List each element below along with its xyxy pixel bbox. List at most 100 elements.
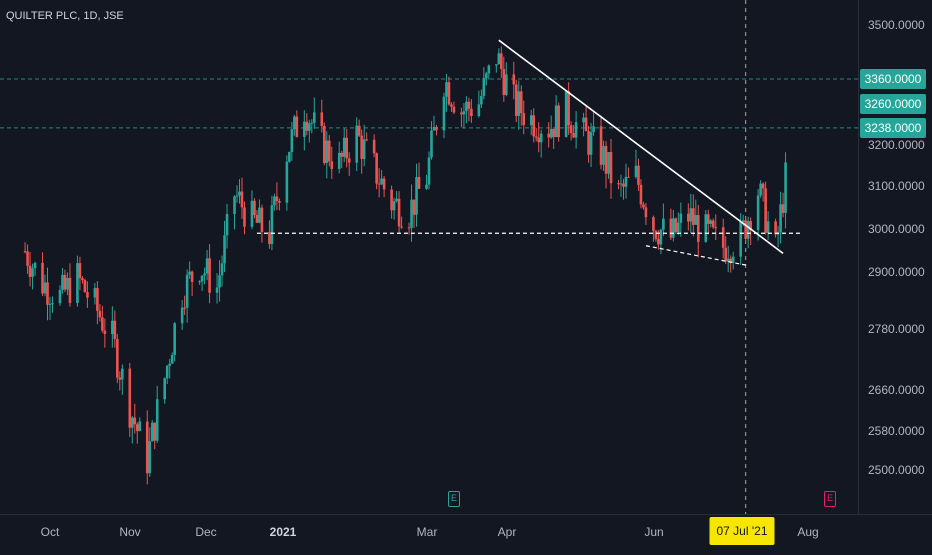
- y-tick-label: 3100.0000: [868, 179, 925, 193]
- candle-body: [205, 258, 209, 274]
- candle-body: [233, 196, 236, 214]
- candle-body: [654, 230, 658, 240]
- candle-body: [480, 96, 483, 105]
- candle-body: [275, 196, 279, 202]
- candle-body: [238, 191, 241, 196]
- candle-body: [111, 320, 114, 334]
- candle-body: [188, 271, 191, 275]
- candle-body: [268, 232, 271, 244]
- candle-body: [128, 368, 132, 428]
- candle-body: [96, 288, 99, 311]
- candle-body: [310, 122, 314, 124]
- candle-body: [215, 287, 219, 293]
- earnings-past-icon[interactable]: E: [448, 491, 460, 507]
- candle-body: [470, 108, 473, 116]
- candle-body: [430, 130, 433, 158]
- candle-body: [190, 271, 194, 282]
- candle-body: [417, 177, 421, 189]
- symbol-title: QUILTER PLC, 1D, JSE: [6, 10, 124, 22]
- candle-body: [163, 378, 166, 400]
- candle-body: [500, 53, 503, 70]
- candle-body: [714, 227, 718, 229]
- candle-body: [41, 262, 44, 294]
- candle-body: [427, 157, 431, 185]
- x-tick-label: Mar: [416, 525, 438, 539]
- candle-body: [397, 198, 401, 227]
- candle-body: [327, 140, 331, 162]
- candle-body: [634, 165, 638, 177]
- candle-body: [382, 178, 386, 190]
- candle-body: [482, 78, 486, 97]
- candle-body: [584, 117, 588, 132]
- candle-body: [619, 183, 623, 185]
- candle-body: [704, 214, 708, 242]
- candle-body: [547, 133, 550, 138]
- candle-body: [627, 176, 630, 178]
- x-tick-label: 2021: [269, 525, 297, 539]
- candle-body: [462, 111, 466, 115]
- candle-body: [442, 96, 446, 131]
- x-tick-label: Aug: [797, 525, 819, 539]
- y-tick-label: 2780.0000: [868, 322, 925, 336]
- candle-body: [23, 251, 27, 253]
- candle-body: [674, 218, 678, 233]
- candle-body: [273, 196, 276, 206]
- candle-body: [165, 365, 169, 379]
- candle-body: [168, 363, 171, 366]
- candle-body: [148, 441, 152, 474]
- candle-body: [519, 91, 523, 114]
- candle-body: [425, 184, 428, 189]
- candle-body: [26, 251, 29, 266]
- candle-body: [485, 73, 488, 79]
- candle-body: [362, 139, 366, 159]
- candle-body: [495, 64, 498, 66]
- candle-body: [569, 125, 573, 133]
- candle-body: [739, 221, 742, 257]
- candle-body: [435, 126, 438, 131]
- candle-body: [741, 220, 745, 222]
- candle-body: [48, 303, 52, 305]
- candle-body: [250, 200, 254, 227]
- candle-body: [624, 176, 628, 187]
- candle-body: [46, 282, 49, 305]
- candle-body: [66, 277, 69, 290]
- candle-body: [534, 136, 538, 138]
- candle-body: [694, 215, 698, 225]
- candle-body: [198, 281, 201, 283]
- candle-body: [662, 218, 665, 230]
- candle-body: [781, 204, 785, 213]
- candle-body: [504, 74, 508, 95]
- candle-body: [200, 275, 204, 282]
- candle-body: [235, 195, 239, 197]
- candle-body: [554, 105, 558, 138]
- y-tick-label: 2660.0000: [868, 383, 925, 397]
- candle-body: [724, 247, 728, 262]
- candle-body: [502, 69, 506, 95]
- earnings-upcoming-icon[interactable]: E: [824, 491, 836, 507]
- candle-body: [372, 139, 376, 154]
- y-tick-label: 3500.0000: [868, 18, 925, 32]
- candle-body: [564, 91, 568, 138]
- candle-body: [58, 289, 62, 304]
- candle-body: [687, 213, 690, 222]
- candle-body: [395, 198, 398, 202]
- price-label-3238: 3238.0000: [860, 118, 926, 138]
- candle-body: [731, 256, 735, 263]
- candle-body: [243, 207, 246, 227]
- candle-body: [672, 218, 675, 238]
- candle-body: [415, 177, 418, 215]
- candle-body: [63, 274, 67, 290]
- candle-body: [689, 208, 693, 222]
- y-tick-label: 2500.0000: [868, 463, 925, 477]
- candle-body: [746, 221, 750, 239]
- candle-body: [572, 132, 575, 138]
- candle-body: [532, 115, 536, 137]
- candle-body: [447, 82, 451, 105]
- candle-body: [639, 184, 643, 205]
- candle-body: [295, 116, 299, 137]
- candle-body: [155, 399, 159, 441]
- candle-body: [270, 205, 274, 244]
- candle-body: [477, 104, 481, 116]
